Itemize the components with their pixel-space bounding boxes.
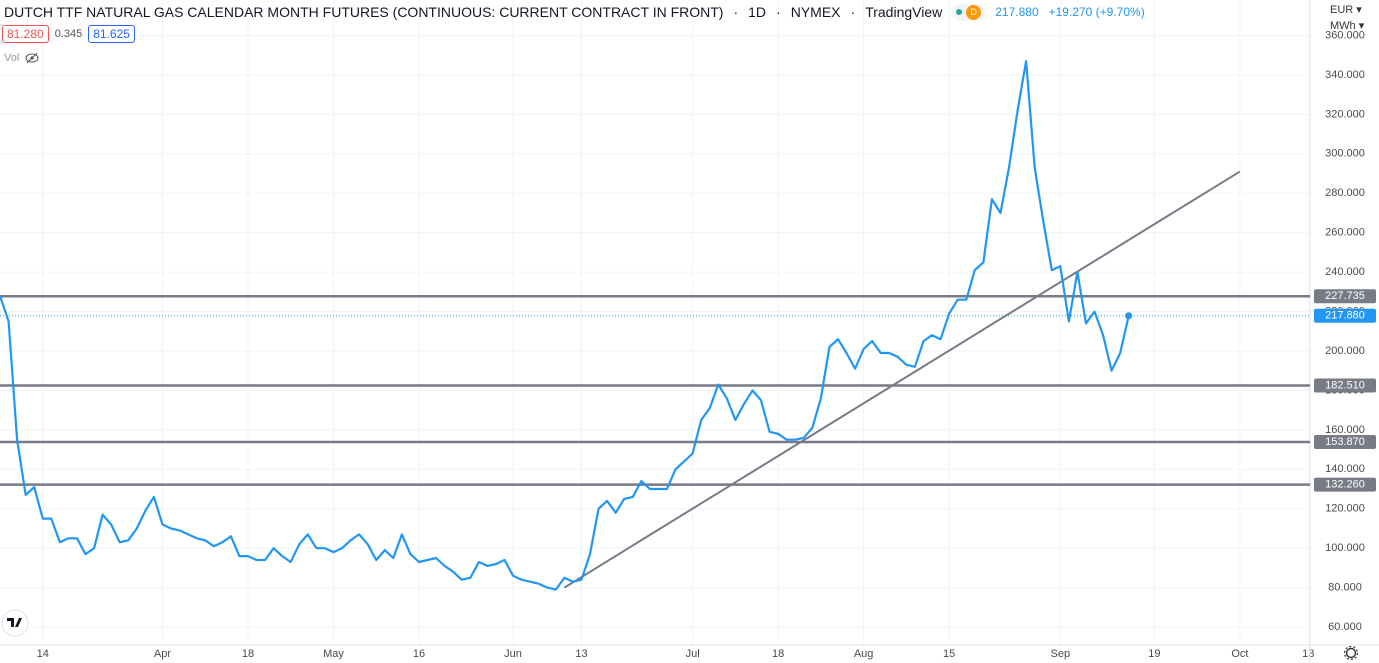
y-tick-label: 200.000 (1325, 345, 1365, 357)
x-tick-label: 13 (575, 648, 587, 660)
x-tick-label: 15 (943, 648, 955, 660)
quote-row: 81.280 0.345 81.625 (2, 25, 135, 43)
y-tick-label: 80.000 (1328, 582, 1362, 594)
chart-title: DUTCH TTF NATURAL GAS CALENDAR MONTH FUT… (4, 4, 724, 20)
y-tick-label: 100.000 (1325, 542, 1365, 554)
gear (1345, 647, 1357, 659)
x-tick-label: 18 (772, 648, 784, 660)
status-dot (956, 9, 963, 15)
last-price-tag (1314, 308, 1376, 323)
last-price-label: 217.880 (1325, 310, 1365, 322)
level-label: 227.735 (1325, 290, 1365, 302)
price-line (0, 60, 1130, 591)
exchange: NYMEX (790, 4, 841, 20)
settings-icon[interactable] (1343, 645, 1359, 661)
x-tick-label: 13 (1302, 648, 1314, 660)
currency-label: EUR (1330, 4, 1354, 16)
eye-icon (25, 52, 39, 64)
y-tick-label: 240.000 (1325, 266, 1365, 278)
y-tick-label: 160.000 (1325, 424, 1365, 436)
sep: · (776, 4, 781, 20)
x-tick-label: Jul (686, 648, 700, 660)
logo (1, 609, 29, 637)
change: +19.270 (+9.70%) (1048, 5, 1145, 19)
x-tick-label: Sep (1051, 648, 1071, 660)
level-label: 153.870 (1325, 436, 1365, 448)
x-tick-label: Jun (504, 648, 522, 660)
level-tag (1314, 378, 1376, 393)
sep: · (733, 4, 739, 20)
y-tick-label: 360.000 (1325, 29, 1365, 41)
level-label: 132.260 (1325, 478, 1365, 490)
logo-bg (1, 609, 29, 637)
status: D (952, 3, 986, 21)
y-tick-label: 320.000 (1325, 108, 1365, 120)
x-tick-label: Apr (154, 648, 171, 660)
y-tick-label: 260.000 (1325, 227, 1365, 239)
level-tag (1314, 434, 1376, 449)
y-tick-label: 140.000 (1325, 463, 1365, 475)
source: TradingView (865, 4, 943, 20)
level-tag (1314, 477, 1376, 492)
x-tick-label: 18 (242, 648, 254, 660)
badge: D (966, 4, 982, 20)
volume-label: Vol (4, 52, 20, 64)
header: DUTCH TTF NATURAL GAS CALENDAR MONTH FUT… (4, 3, 1145, 21)
x-tick-label: Aug (854, 648, 874, 660)
x-tick-label: 14 (37, 648, 49, 660)
x-tick-label: 16 (413, 648, 425, 660)
level-tag (1314, 289, 1376, 304)
y-tick-label: 280.000 (1325, 187, 1365, 199)
gear-teeth (1343, 645, 1359, 661)
last-price: 217.880 (995, 5, 1039, 19)
y-tick-label: 120.000 (1325, 503, 1365, 515)
unit[interactable]: MWh ▾ (1330, 20, 1365, 32)
currency[interactable]: EUR ▾ (1330, 4, 1362, 16)
level-label: 182.510 (1325, 379, 1365, 391)
spread: 0.345 (54, 28, 83, 40)
y-tick-label: 340.000 (1325, 69, 1365, 81)
ask[interactable]: 81.625 (88, 25, 135, 43)
x-tick-label: May (323, 648, 344, 660)
x-tick-label: Oct (1231, 648, 1248, 660)
trend-line (563, 170, 1241, 589)
y-tick-label: 300.000 (1325, 148, 1365, 160)
y-tick-label: 60.000 (1328, 621, 1362, 633)
sep: · (850, 4, 856, 20)
interval: 1D (748, 4, 767, 20)
unit-label: MWh (1330, 20, 1356, 32)
logo-mark (7, 618, 22, 627)
x-tick-label: 19 (1148, 648, 1160, 660)
bid[interactable]: 81.280 (2, 25, 49, 43)
volume-toggle[interactable]: Vol (4, 52, 39, 64)
last-point (1125, 312, 1133, 320)
